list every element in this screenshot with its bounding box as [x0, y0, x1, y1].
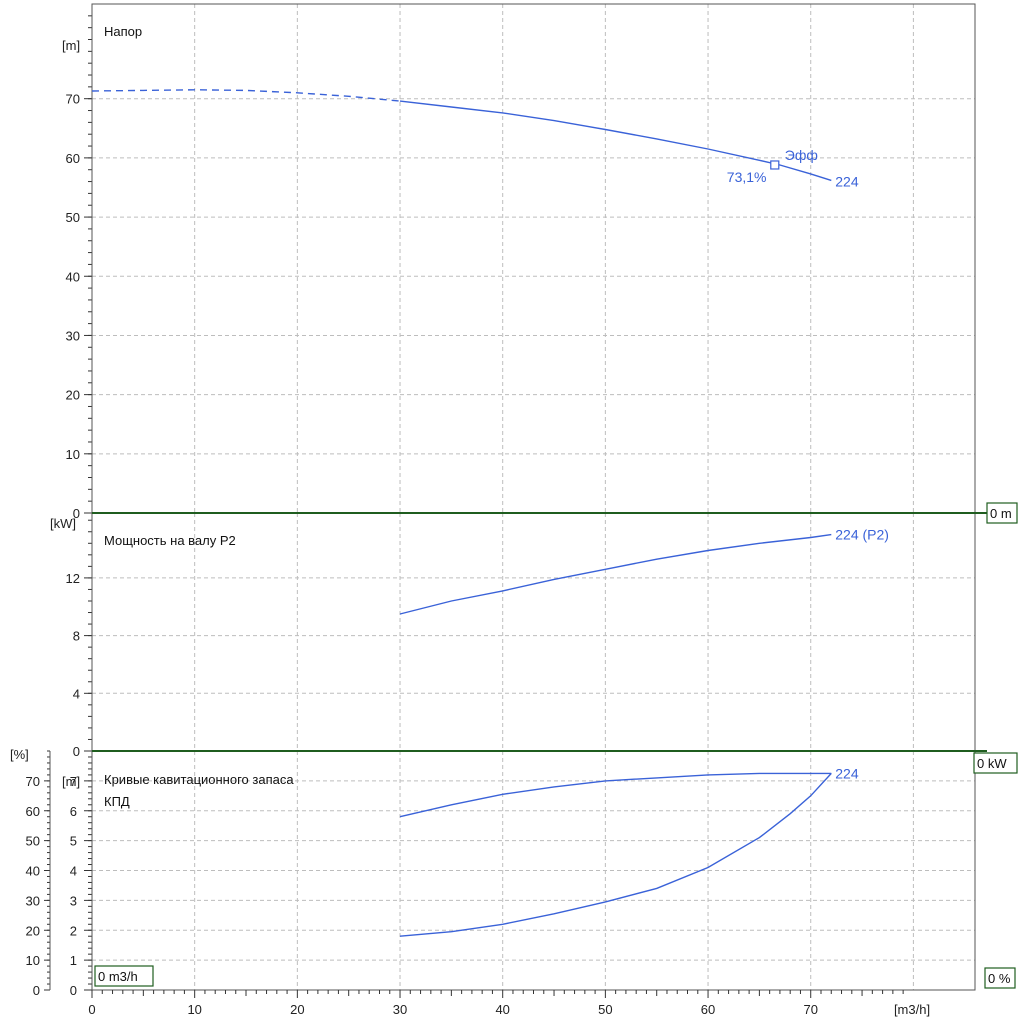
x-tick-label: 50 [598, 1002, 612, 1017]
secondary-unit-label: [%] [10, 747, 29, 762]
efficiency-point-marker [770, 160, 780, 170]
secondary-y-tick-label: 0 [33, 983, 40, 998]
x-tick-label: 10 [187, 1002, 201, 1017]
y-tick-label: 6 [70, 804, 77, 819]
efficiency-point-value: 73,1% [727, 169, 767, 185]
y-tick-label: 1 [70, 953, 77, 968]
y-tick-label: 0 [73, 744, 80, 759]
y-tick-label: 10 [66, 447, 80, 462]
efficiency-curve [399, 772, 832, 937]
panel-frame [91, 512, 976, 752]
power-series-label: 224 (P2) [835, 527, 889, 543]
x-tick-label: 0 [88, 1002, 95, 1017]
y-tick-label: 20 [66, 388, 80, 403]
efficiency-zero-box: 0 % [988, 971, 1011, 986]
efficiency-point-label: Эфф [785, 147, 818, 163]
efficiency-zero-box-frame [984, 967, 1016, 989]
panel-title-efficiency: КПД [104, 794, 130, 809]
y-tick-label: 2 [70, 923, 77, 938]
x-tick-label: 60 [701, 1002, 715, 1017]
secondary-y-tick-label: 40 [26, 864, 40, 879]
power-zero-box: 0 kW [977, 756, 1007, 771]
y-tick-label: 0 [73, 506, 80, 521]
y-tick-label: 40 [66, 269, 80, 284]
secondary-y-tick-label: 20 [26, 923, 40, 938]
y-tick-label: 0 [70, 983, 77, 998]
y-tick-label: 4 [70, 864, 77, 879]
secondary-y-tick-label: 50 [26, 834, 40, 849]
panel-title-npsh: Кривые кавитационного запаса [104, 772, 294, 787]
x-tick-label: 30 [393, 1002, 407, 1017]
power-zero-box-frame [973, 752, 1018, 774]
y-tick-label: 30 [66, 328, 80, 343]
x-tick-label: 20 [290, 1002, 304, 1017]
y-tick-label: 7 [70, 774, 77, 789]
head-curve-224 [399, 100, 832, 182]
panel-frame [91, 3, 976, 514]
y-tick-label: 5 [70, 834, 77, 849]
y-tick-label: 8 [73, 629, 80, 644]
flow-zero-box: 0 m3/h [98, 969, 138, 984]
secondary-y-tick-label: 10 [26, 953, 40, 968]
head-curve-dashed [91, 89, 401, 102]
y-tick-label: 60 [66, 151, 80, 166]
npsh-curve-224 [399, 772, 832, 818]
y-tick-label: 4 [73, 686, 80, 701]
flow-zero-box-frame [94, 965, 154, 987]
power-curve-224 [399, 533, 832, 615]
head-zero-box: 0 m [990, 506, 1012, 521]
panel-title-head: Напор [104, 24, 142, 39]
y-tick-label: 3 [70, 893, 77, 908]
x-tick-label: 70 [803, 1002, 817, 1017]
x-tick-label: 40 [495, 1002, 509, 1017]
secondary-y-tick-label: 30 [26, 893, 40, 908]
y-unit-label: [m] [62, 774, 80, 789]
head-zero-box-frame [986, 502, 1018, 524]
secondary-y-tick-label: 60 [26, 804, 40, 819]
y-tick-label: 50 [66, 210, 80, 225]
y-tick-label: 12 [66, 571, 80, 586]
y-unit-label: [m] [62, 38, 80, 53]
head-series-label: 224 [835, 173, 859, 189]
x-axis-label: [m3/h] [894, 1002, 930, 1017]
secondary-y-tick-label: 70 [26, 774, 40, 789]
npsh-series-label: 224 [835, 765, 859, 781]
panel-title-power: Мощность на валу P2 [104, 533, 236, 548]
y-unit-label: [kW] [50, 516, 76, 531]
y-tick-label: 70 [66, 92, 80, 107]
